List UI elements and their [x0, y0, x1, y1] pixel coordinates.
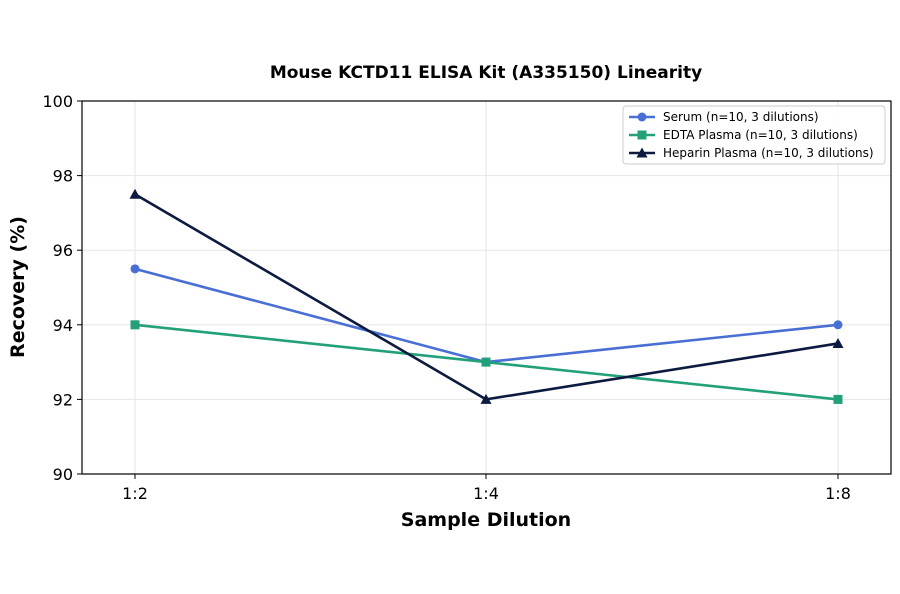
series-2: [129, 188, 844, 404]
legend-marker: [637, 130, 647, 140]
x-tick-label: 1:2: [122, 484, 148, 503]
y-tick-label: 100: [42, 92, 73, 111]
legend-item: Heparin Plasma (n=10, 3 dilutions): [629, 146, 874, 160]
data-point: [480, 393, 492, 404]
data-point: [832, 337, 844, 348]
legend-marker: [636, 147, 648, 158]
y-axis-label: Recovery (%): [7, 216, 29, 358]
y-tick-label: 98: [53, 167, 73, 186]
axes: 90 92 94 96 98 100 1:2 1:4 1:8: [42, 92, 850, 503]
legend: Serum (n=10, 3 dilutions) EDTA Plasma (n=…: [622, 105, 886, 165]
data-point: [833, 320, 843, 330]
data-point: [481, 357, 491, 367]
y-tick-label: 92: [53, 390, 73, 409]
x-tick-label: 1:8: [825, 484, 851, 503]
y-tick-label: 94: [53, 316, 73, 335]
series-layer: [129, 188, 844, 404]
y-tick-label: 96: [53, 241, 73, 260]
legend-item: EDTA Plasma (n=10, 3 dilutions): [629, 128, 858, 142]
legend-box: [622, 105, 886, 165]
data-point: [130, 264, 140, 274]
legend-marker: [637, 112, 647, 122]
data-point: [833, 394, 843, 404]
chart-title: Mouse KCTD11 ELISA Kit (A335150) Lineari…: [270, 63, 702, 83]
legend-label: EDTA Plasma (n=10, 3 dilutions): [663, 128, 858, 142]
legend-item: Serum (n=10, 3 dilutions): [629, 110, 819, 124]
series-1: [130, 320, 843, 404]
data-point: [130, 320, 140, 330]
x-tick-label: 1:4: [473, 484, 499, 503]
data-point: [129, 188, 141, 199]
x-axis-label: Sample Dilution: [401, 509, 571, 531]
legend-label: Heparin Plasma (n=10, 3 dilutions): [663, 146, 874, 160]
legend-label: Serum (n=10, 3 dilutions): [663, 110, 819, 124]
y-tick-label: 90: [53, 465, 73, 484]
